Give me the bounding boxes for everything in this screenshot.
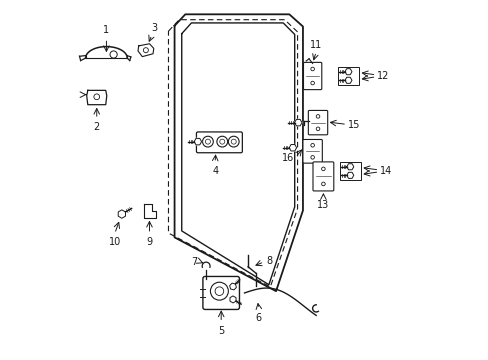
Circle shape bbox=[310, 156, 314, 159]
Text: 7: 7 bbox=[190, 257, 197, 267]
Text: 14: 14 bbox=[379, 166, 391, 176]
FancyBboxPatch shape bbox=[303, 62, 321, 90]
Text: 4: 4 bbox=[212, 166, 219, 176]
Text: 1: 1 bbox=[103, 25, 109, 35]
Text: 3: 3 bbox=[151, 23, 157, 33]
Circle shape bbox=[110, 51, 117, 58]
Text: 8: 8 bbox=[265, 256, 272, 266]
Text: 10: 10 bbox=[108, 237, 121, 247]
FancyBboxPatch shape bbox=[203, 276, 239, 310]
Circle shape bbox=[228, 136, 239, 147]
Polygon shape bbox=[118, 210, 125, 218]
Circle shape bbox=[310, 67, 314, 71]
Text: 5: 5 bbox=[218, 326, 224, 336]
Circle shape bbox=[215, 287, 223, 296]
Text: 2: 2 bbox=[93, 122, 100, 132]
Polygon shape bbox=[345, 77, 351, 83]
Circle shape bbox=[94, 94, 100, 100]
FancyBboxPatch shape bbox=[303, 139, 322, 163]
Circle shape bbox=[210, 282, 228, 300]
Polygon shape bbox=[194, 138, 201, 145]
Text: 13: 13 bbox=[317, 201, 329, 211]
Circle shape bbox=[321, 167, 325, 171]
Circle shape bbox=[143, 48, 148, 53]
FancyBboxPatch shape bbox=[339, 162, 360, 180]
Text: 16: 16 bbox=[281, 153, 293, 163]
Polygon shape bbox=[345, 69, 351, 75]
Polygon shape bbox=[138, 44, 153, 57]
Text: 9: 9 bbox=[146, 237, 152, 247]
Circle shape bbox=[310, 144, 314, 147]
Circle shape bbox=[310, 81, 314, 85]
Polygon shape bbox=[229, 296, 236, 303]
Polygon shape bbox=[229, 283, 236, 290]
Circle shape bbox=[316, 127, 319, 131]
Circle shape bbox=[219, 139, 224, 144]
Circle shape bbox=[205, 139, 210, 144]
Polygon shape bbox=[86, 90, 106, 105]
Text: 6: 6 bbox=[255, 313, 262, 323]
Text: 11: 11 bbox=[309, 40, 322, 50]
Polygon shape bbox=[346, 172, 353, 178]
Polygon shape bbox=[346, 164, 353, 170]
FancyBboxPatch shape bbox=[308, 111, 327, 135]
Circle shape bbox=[217, 136, 227, 147]
FancyBboxPatch shape bbox=[312, 162, 333, 191]
Polygon shape bbox=[288, 144, 296, 151]
Text: 12: 12 bbox=[376, 71, 389, 81]
Polygon shape bbox=[294, 120, 302, 126]
Text: 15: 15 bbox=[347, 121, 360, 130]
FancyBboxPatch shape bbox=[196, 132, 242, 153]
Circle shape bbox=[321, 182, 325, 186]
Circle shape bbox=[316, 114, 319, 118]
Circle shape bbox=[202, 136, 213, 147]
Polygon shape bbox=[144, 204, 155, 218]
FancyBboxPatch shape bbox=[337, 67, 358, 85]
Circle shape bbox=[231, 139, 236, 144]
